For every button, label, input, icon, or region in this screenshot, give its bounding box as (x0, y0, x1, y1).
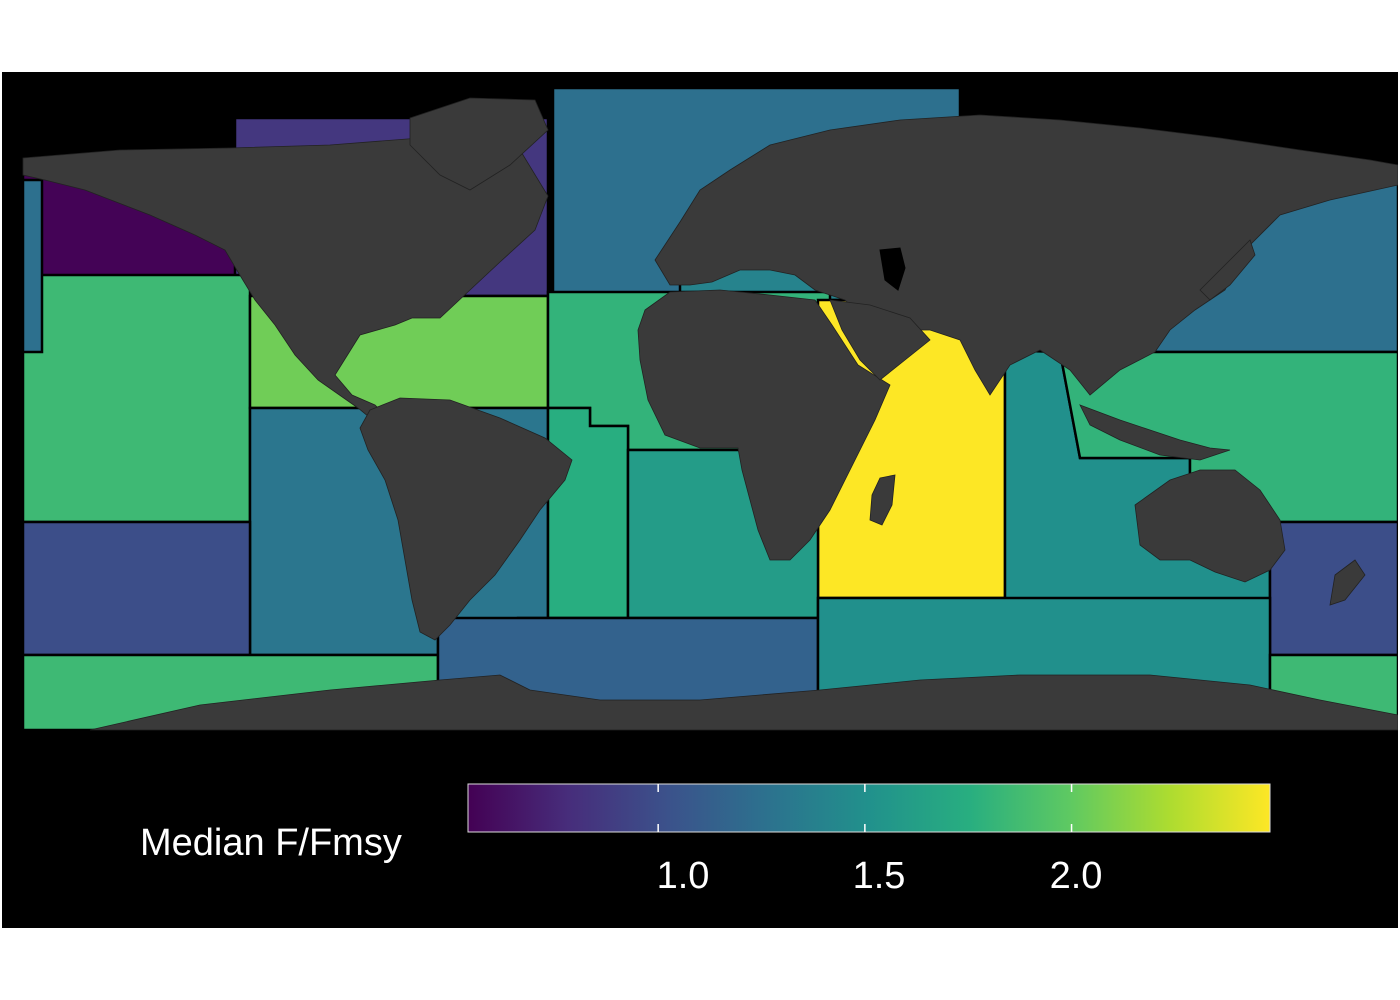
region-eastern-central-pacific (21, 273, 252, 524)
antarctica-land (89, 674, 1398, 731)
japan-land (1199, 239, 1256, 301)
madagascar-land (869, 474, 896, 526)
indonesia-land (1079, 404, 1231, 461)
greenland-land (409, 97, 549, 191)
eurasia-land (654, 114, 1398, 396)
north-america-land (22, 137, 549, 431)
legend-title: Median F/Fmsy (140, 822, 402, 864)
region-southeast-pacific-offshore- (21, 520, 252, 657)
new-zealand-land (1329, 559, 1366, 606)
tick-label: 1.5 (852, 855, 906, 897)
australia-land (1134, 469, 1286, 583)
tick-label: 2.0 (1049, 855, 1103, 897)
tick-label: 1.0 (656, 855, 710, 897)
world-map (21, 86, 1398, 732)
land-layer (22, 97, 1398, 731)
map-panel (2, 72, 1398, 928)
south-america-land (359, 397, 573, 641)
caspian-sea (879, 247, 906, 291)
arabia-land (829, 299, 931, 381)
colorbar (467, 783, 1271, 833)
colorbar-gradient (467, 783, 1271, 833)
region-northwest-pacific-west (21, 178, 44, 354)
africa-land (637, 289, 891, 561)
colorbar-ticks (657, 784, 1073, 832)
